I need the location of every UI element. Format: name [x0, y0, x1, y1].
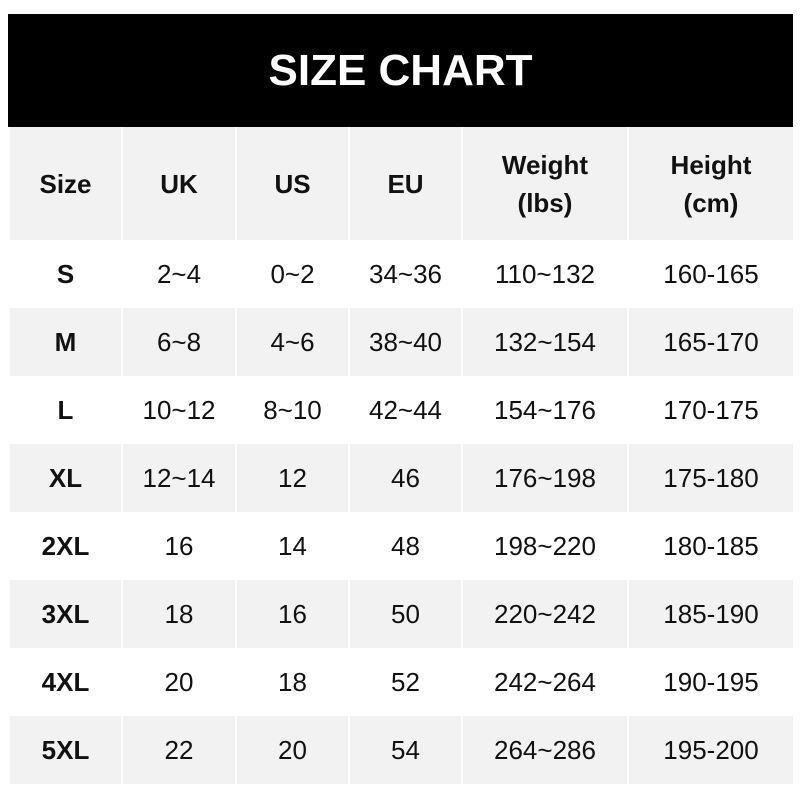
cell-uk: 10~12 [121, 376, 237, 444]
header-row: Size UK US EU Weight (lbs) Height (cm) [8, 127, 795, 240]
table-row: 2XL 16 14 48 198~220 180-185 [8, 512, 795, 580]
cell-weight: 264~286 [461, 716, 629, 784]
table-row: XL 12~14 12 46 176~198 175-180 [8, 444, 795, 512]
cell-us: 14 [235, 512, 350, 580]
cell-height: 175-180 [627, 444, 795, 512]
column-header-weight: Weight (lbs) [461, 127, 629, 240]
table-row: 3XL 18 16 50 220~242 185-190 [8, 580, 795, 648]
cell-eu: 54 [348, 716, 463, 784]
cell-uk: 22 [121, 716, 237, 784]
column-header-us: US [235, 127, 350, 240]
table-row: 4XL 20 18 52 242~264 190-195 [8, 648, 795, 716]
cell-eu: 38~40 [348, 308, 463, 376]
column-header-height: Height (cm) [627, 127, 795, 240]
cell-weight: 242~264 [461, 648, 629, 716]
cell-size: S [8, 240, 123, 308]
cell-size: 2XL [8, 512, 123, 580]
cell-height: 170-175 [627, 376, 795, 444]
cell-eu: 50 [348, 580, 463, 648]
cell-size: XL [8, 444, 123, 512]
cell-height: 190-195 [627, 648, 795, 716]
cell-us: 12 [235, 444, 350, 512]
cell-size: 5XL [8, 716, 123, 784]
column-header-uk: UK [121, 127, 237, 240]
cell-height: 165-170 [627, 308, 795, 376]
cell-weight: 110~132 [461, 240, 629, 308]
cell-uk: 2~4 [121, 240, 237, 308]
cell-uk: 20 [121, 648, 237, 716]
cell-size: 4XL [8, 648, 123, 716]
cell-us: 8~10 [235, 376, 350, 444]
cell-eu: 52 [348, 648, 463, 716]
cell-us: 0~2 [235, 240, 350, 308]
cell-us: 18 [235, 648, 350, 716]
cell-uk: 12~14 [121, 444, 237, 512]
table-row: 5XL 22 20 54 264~286 195-200 [8, 716, 795, 784]
cell-eu: 42~44 [348, 376, 463, 444]
cell-height: 160-165 [627, 240, 795, 308]
cell-weight: 220~242 [461, 580, 629, 648]
size-chart-table: Size UK US EU Weight (lbs) Height (cm) S 2~4 0~… [8, 127, 795, 784]
cell-size: L [8, 376, 123, 444]
cell-uk: 16 [121, 512, 237, 580]
cell-eu: 46 [348, 444, 463, 512]
table-row: L 10~12 8~10 42~44 154~176 170-175 [8, 376, 795, 444]
cell-us: 20 [235, 716, 350, 784]
cell-height: 185-190 [627, 580, 795, 648]
size-chart-title: SIZE CHART [8, 14, 793, 127]
cell-us: 4~6 [235, 308, 350, 376]
cell-size: 3XL [8, 580, 123, 648]
cell-eu: 34~36 [348, 240, 463, 308]
cell-uk: 18 [121, 580, 237, 648]
cell-weight: 198~220 [461, 512, 629, 580]
cell-weight: 176~198 [461, 444, 629, 512]
cell-weight: 132~154 [461, 308, 629, 376]
cell-size: M [8, 308, 123, 376]
cell-weight: 154~176 [461, 376, 629, 444]
column-header-eu: EU [348, 127, 463, 240]
cell-height: 195-200 [627, 716, 795, 784]
cell-us: 16 [235, 580, 350, 648]
cell-height: 180-185 [627, 512, 795, 580]
column-header-size: Size [8, 127, 123, 240]
table-row: S 2~4 0~2 34~36 110~132 160-165 [8, 240, 795, 308]
table-row: M 6~8 4~6 38~40 132~154 165-170 [8, 308, 795, 376]
cell-eu: 48 [348, 512, 463, 580]
cell-uk: 6~8 [121, 308, 237, 376]
